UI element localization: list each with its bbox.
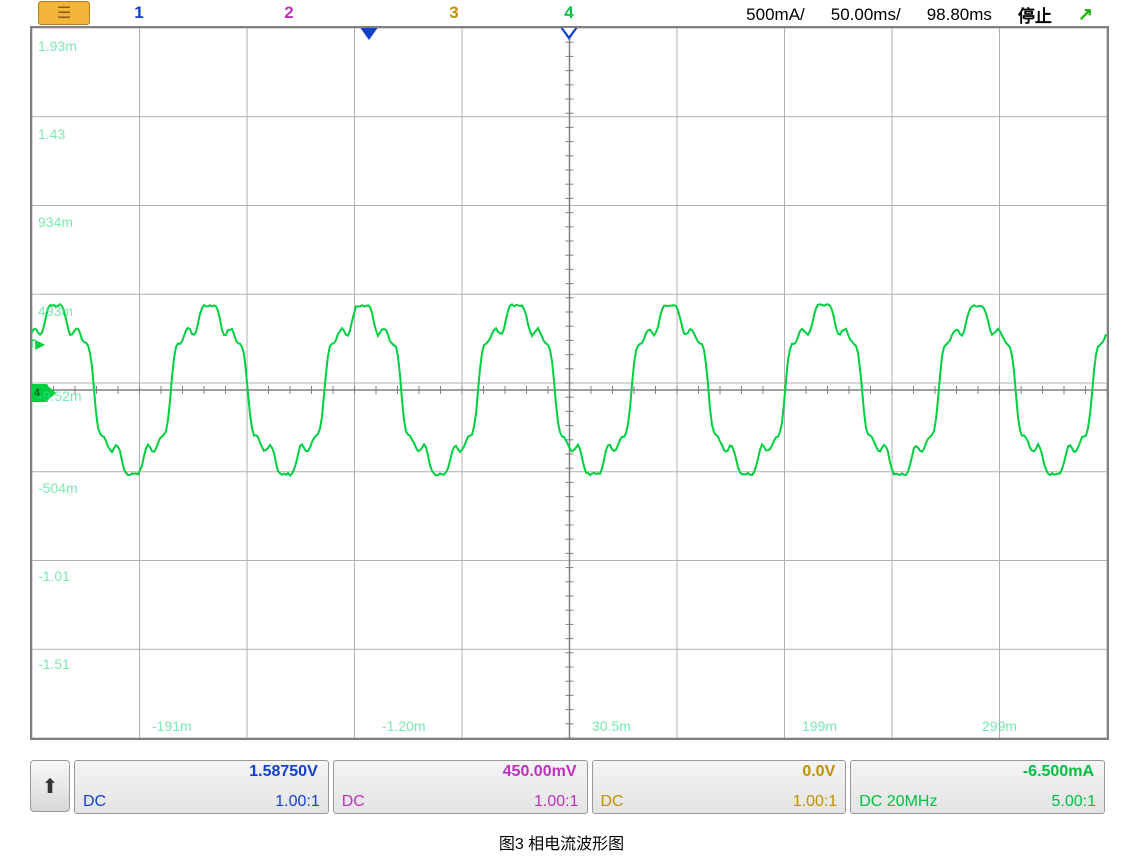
menu-button[interactable]: ☰ — [38, 1, 90, 25]
x-axis-label: 299m — [982, 718, 1017, 734]
y-axis-label: -9.52m — [38, 388, 82, 404]
channel-coupling: DC — [83, 793, 106, 811]
channel-coupling: DC 20MHz — [859, 793, 937, 811]
trigger-edge-icon[interactable]: ↗ — [1078, 4, 1093, 25]
topbar: ☰ 1 2 3 4 500mA/ 50.00ms/ 98.80ms 停止 ↗ — [30, 0, 1123, 26]
channel-value: 1.58750V — [249, 763, 318, 781]
run-stop-status[interactable]: 停止 — [1018, 2, 1052, 27]
channel-probe-ratio: 1.00:1 — [275, 793, 319, 811]
y-axis-label: 493m — [38, 303, 73, 319]
channel-panel-2[interactable]: 450.00mV DC 1.00:1 — [333, 760, 588, 814]
figure-caption: 图3 相电流波形图 — [0, 830, 1123, 854]
channel-panel-3[interactable]: 0.0V DC 1.00:1 — [592, 760, 847, 814]
y-axis-label: -1.51 — [38, 656, 70, 672]
channel-probe-ratio: 1.00:1 — [534, 793, 578, 811]
timebase-readout-group: 500mA/ 50.00ms/ 98.80ms 停止 ↗ — [746, 2, 1093, 27]
arrow-up-icon: ⬆ — [42, 774, 59, 799]
channel-panel-1[interactable]: 1.58750V DC 1.00:1 — [74, 760, 329, 814]
channel-indicator-1[interactable]: 1 — [130, 3, 148, 23]
channel-coupling: DC — [601, 793, 624, 811]
scroll-up-button[interactable]: ⬆ — [30, 760, 70, 812]
channel-probe-ratio: 1.00:1 — [793, 793, 837, 811]
y-axis-label: 1.43 — [38, 126, 65, 142]
channel-indicator-4[interactable]: 4 — [560, 3, 578, 23]
channel-probe-ratio: 5.00:1 — [1052, 793, 1096, 811]
channel-value: -6.500mA — [1023, 763, 1094, 781]
channel-panel-4[interactable]: -6.500mA DC 20MHz 5.00:1 — [850, 760, 1105, 814]
trigger-delay-marker[interactable] — [559, 26, 579, 40]
channel-value: 450.00mV — [503, 763, 577, 781]
vertical-scale-readout[interactable]: 500mA/ — [746, 5, 805, 25]
x-axis-label: -1.20m — [382, 718, 426, 734]
y-axis-label: 1.93m — [38, 38, 77, 54]
timebase-readout[interactable]: 50.00ms/ — [831, 5, 901, 25]
trigger-position-marker[interactable] — [359, 26, 379, 40]
delay-readout[interactable]: 98.80ms — [927, 5, 992, 25]
y-axis-label: 934m — [38, 214, 73, 230]
channel-indicator-3[interactable]: 3 — [445, 3, 463, 23]
oscilloscope-screenshot: ☰ 1 2 3 4 500mA/ 50.00ms/ 98.80ms 停止 ↗ T… — [0, 0, 1123, 866]
measurement-panel-row: ⬆ 1.58750V DC 1.00:1 450.00mV DC 1.00:1 … — [30, 760, 1105, 810]
y-axis-label: -1.01 — [38, 568, 70, 584]
x-axis-label: 199m — [802, 718, 837, 734]
channel-value: 0.0V — [802, 763, 835, 781]
waveform-display[interactable]: T▶ 4 1.93m 1.43 934m 493m -9.52m -504m -… — [30, 26, 1109, 740]
x-axis-label: -191m — [152, 718, 192, 734]
trigger-level-marker[interactable]: T▶ — [30, 337, 45, 351]
x-axis-label: 30.5m — [592, 718, 631, 734]
channel-indicator-2[interactable]: 2 — [280, 3, 298, 23]
waveform-svg — [32, 28, 1107, 738]
y-axis-label: -504m — [38, 480, 78, 496]
channel-coupling: DC — [342, 793, 365, 811]
menu-icon: ☰ — [57, 3, 71, 23]
